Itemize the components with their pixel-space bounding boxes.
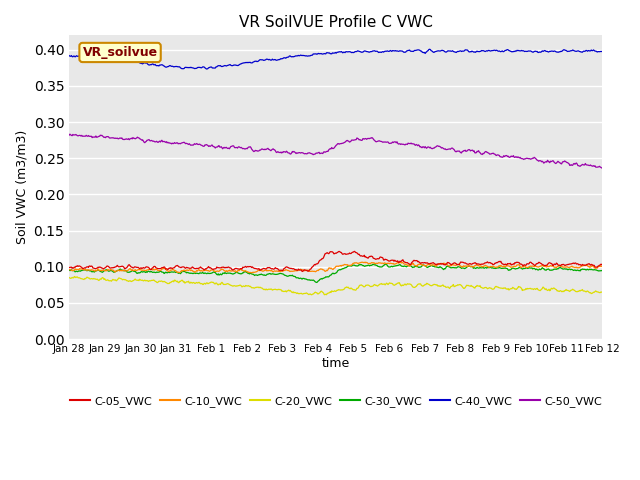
Legend: C-05_VWC, C-10_VWC, C-20_VWC, C-30_VWC, C-40_VWC, C-50_VWC: C-05_VWC, C-10_VWC, C-20_VWC, C-30_VWC, … xyxy=(65,392,606,412)
C-30_VWC xyxy=(418,264,426,269)
C-40_VWC xyxy=(75,53,83,59)
C-05_VWC xyxy=(130,265,138,271)
Text: VR_soilvue: VR_soilvue xyxy=(83,46,157,59)
C-20_VWC xyxy=(402,282,410,288)
C-50_VWC xyxy=(401,142,409,148)
C-30_VWC xyxy=(212,271,220,276)
C-10_VWC xyxy=(598,264,606,269)
C-05_VWC xyxy=(75,263,83,269)
C-20_VWC xyxy=(131,277,138,283)
C-30_VWC xyxy=(381,261,389,267)
C-10_VWC xyxy=(130,268,138,274)
C-40_VWC xyxy=(65,53,73,59)
C-50_VWC xyxy=(417,144,424,149)
C-05_VWC xyxy=(402,260,410,265)
C-05_VWC xyxy=(65,264,73,270)
C-20_VWC xyxy=(598,289,606,295)
C-10_VWC xyxy=(184,267,191,273)
Y-axis label: Soil VWC (m3/m3): Soil VWC (m3/m3) xyxy=(15,130,28,244)
C-40_VWC xyxy=(417,48,424,54)
C-20_VWC xyxy=(185,278,193,284)
C-10_VWC xyxy=(75,267,83,273)
C-05_VWC xyxy=(598,261,606,267)
C-30_VWC xyxy=(402,264,410,270)
Line: C-50_VWC: C-50_VWC xyxy=(69,134,602,168)
C-05_VWC xyxy=(212,266,220,272)
C-40_VWC xyxy=(213,64,221,70)
C-40_VWC xyxy=(130,59,138,65)
C-40_VWC xyxy=(598,48,606,54)
C-10_VWC xyxy=(212,269,220,275)
C-20_VWC xyxy=(65,275,73,280)
C-50_VWC xyxy=(131,135,138,141)
C-30_VWC xyxy=(130,268,138,274)
X-axis label: time: time xyxy=(322,357,350,370)
Line: C-10_VWC: C-10_VWC xyxy=(69,262,602,273)
C-10_VWC xyxy=(65,267,73,273)
C-20_VWC xyxy=(76,275,83,281)
C-20_VWC xyxy=(70,274,78,279)
C-05_VWC xyxy=(351,249,358,254)
C-50_VWC xyxy=(65,132,73,138)
Line: C-40_VWC: C-40_VWC xyxy=(69,49,602,69)
C-50_VWC xyxy=(66,131,74,137)
C-40_VWC xyxy=(202,66,210,72)
C-05_VWC xyxy=(418,260,426,266)
C-10_VWC xyxy=(418,262,426,267)
C-30_VWC xyxy=(184,270,191,276)
C-20_VWC xyxy=(213,280,221,286)
C-50_VWC xyxy=(598,165,606,171)
C-40_VWC xyxy=(426,47,433,52)
C-05_VWC xyxy=(299,268,307,274)
C-30_VWC xyxy=(598,267,606,273)
C-50_VWC xyxy=(185,142,193,147)
C-30_VWC xyxy=(65,267,73,273)
C-30_VWC xyxy=(313,280,321,286)
C-10_VWC xyxy=(248,270,255,276)
Line: C-05_VWC: C-05_VWC xyxy=(69,252,602,271)
Line: C-20_VWC: C-20_VWC xyxy=(69,276,602,295)
Title: VR SoilVUE Profile C VWC: VR SoilVUE Profile C VWC xyxy=(239,15,433,30)
C-10_VWC xyxy=(402,262,410,267)
C-40_VWC xyxy=(401,49,409,55)
C-20_VWC xyxy=(418,283,426,288)
C-50_VWC xyxy=(213,144,221,150)
C-30_VWC xyxy=(75,268,83,274)
C-05_VWC xyxy=(184,265,191,271)
C-50_VWC xyxy=(76,132,83,138)
C-10_VWC xyxy=(361,259,369,265)
C-20_VWC xyxy=(308,292,316,298)
Line: C-30_VWC: C-30_VWC xyxy=(69,264,602,283)
C-40_VWC xyxy=(184,65,191,71)
